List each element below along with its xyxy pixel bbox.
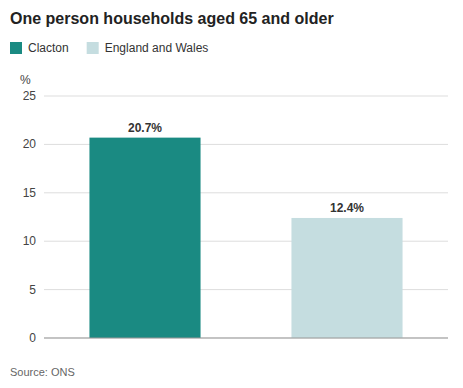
y-tick-label: 25 [23, 89, 37, 103]
legend-swatch [87, 42, 99, 54]
annotation: Source: ONS [10, 366, 75, 378]
grid-line [44, 96, 448, 97]
legend: Clacton England and Wales [10, 41, 208, 55]
legend-swatch [10, 42, 22, 54]
y-tick-label: 5 [29, 283, 36, 297]
bars [89, 138, 402, 338]
y-tick-label: 10 [23, 234, 37, 248]
bar [89, 138, 200, 338]
y-axis-label: % [20, 73, 31, 87]
y-tick-label: 15 [23, 186, 37, 200]
x-axis-line [44, 338, 448, 339]
legend-label: Clacton [28, 41, 69, 55]
title: One person households aged 65 and older [10, 10, 334, 27]
grid-line [44, 338, 448, 339]
y-tick-label: 0 [29, 331, 36, 345]
bar [291, 218, 402, 338]
chart: One person households aged 65 and older 0… [0, 0, 463, 388]
chart-container: One person households aged 65 and older 0… [0, 0, 463, 388]
grid [44, 96, 448, 338]
legend-label: England and Wales [105, 41, 209, 55]
y-tick-label: 20 [23, 137, 37, 151]
data-label: 20.7% [128, 121, 162, 135]
data-label: 12.4% [330, 201, 364, 215]
